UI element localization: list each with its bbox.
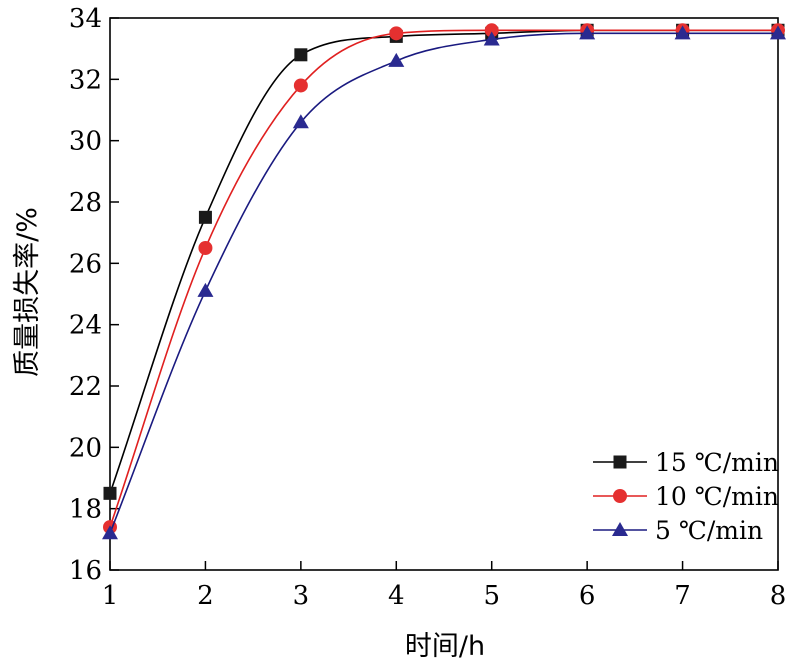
legend-label: 15 ℃/min bbox=[655, 448, 779, 477]
x-axis-title: 时间/h bbox=[405, 631, 485, 662]
data-point bbox=[102, 525, 118, 540]
data-point bbox=[483, 31, 500, 46]
y-tick-label: 26 bbox=[69, 249, 102, 279]
series-0 bbox=[103, 23, 785, 500]
legend-item: 15 ℃/min bbox=[593, 448, 779, 477]
data-point bbox=[294, 48, 308, 62]
data-point bbox=[198, 241, 213, 255]
series-line bbox=[109, 29, 778, 494]
legend: 15 ℃/min 10 ℃/min 5 ℃/min bbox=[593, 448, 779, 545]
y-tick-label: 18 bbox=[69, 495, 102, 525]
plot-frame bbox=[109, 17, 779, 571]
y-tick-label: 28 bbox=[69, 188, 102, 218]
x-tick-label: 3 bbox=[293, 581, 310, 611]
y-tick-label: 20 bbox=[69, 433, 102, 463]
y-tick-label: 16 bbox=[69, 556, 102, 586]
data-point bbox=[292, 114, 309, 129]
legend-label: 10 ℃/min bbox=[655, 482, 779, 511]
legend-item: 5 ℃/min bbox=[593, 516, 763, 545]
axes bbox=[109, 17, 779, 571]
y-tick-label: 22 bbox=[69, 372, 102, 402]
legend-marker bbox=[613, 489, 627, 503]
series-layer bbox=[102, 23, 786, 540]
data-point bbox=[103, 486, 117, 500]
x-tick-label: 5 bbox=[483, 581, 500, 611]
y-tick-label: 30 bbox=[69, 127, 102, 157]
data-point bbox=[579, 25, 596, 40]
x-tick-label: 4 bbox=[388, 581, 405, 611]
x-tick-label: 1 bbox=[102, 581, 119, 611]
data-point bbox=[198, 210, 212, 224]
data-point bbox=[484, 23, 499, 38]
legend-item: 10 ℃/min bbox=[593, 482, 779, 511]
x-tick-label: 2 bbox=[197, 581, 214, 611]
x-axis-ticks: 1 2 3 4 5 6 7 8 bbox=[102, 561, 787, 611]
y-tick-label: 32 bbox=[69, 65, 102, 95]
data-point bbox=[293, 78, 308, 93]
data-point bbox=[389, 26, 404, 41]
data-point bbox=[388, 52, 405, 67]
legend-marker bbox=[612, 522, 628, 536]
data-point bbox=[770, 25, 786, 40]
legend-marker bbox=[613, 455, 627, 469]
series-2 bbox=[102, 25, 786, 540]
y-axis-ticks: 16 18 20 22 24 26 28 30 32 34 bbox=[69, 4, 119, 586]
x-tick-label: 6 bbox=[579, 581, 596, 611]
x-tick-label: 8 bbox=[770, 581, 787, 611]
y-tick-label: 34 bbox=[69, 4, 102, 34]
data-point bbox=[197, 282, 214, 297]
y-axis-title: 质量损失率/% bbox=[12, 207, 43, 377]
legend-label: 5 ℃/min bbox=[655, 516, 763, 545]
y-tick-label: 24 bbox=[69, 311, 102, 341]
x-tick-label: 7 bbox=[674, 581, 691, 611]
data-point bbox=[674, 25, 691, 40]
